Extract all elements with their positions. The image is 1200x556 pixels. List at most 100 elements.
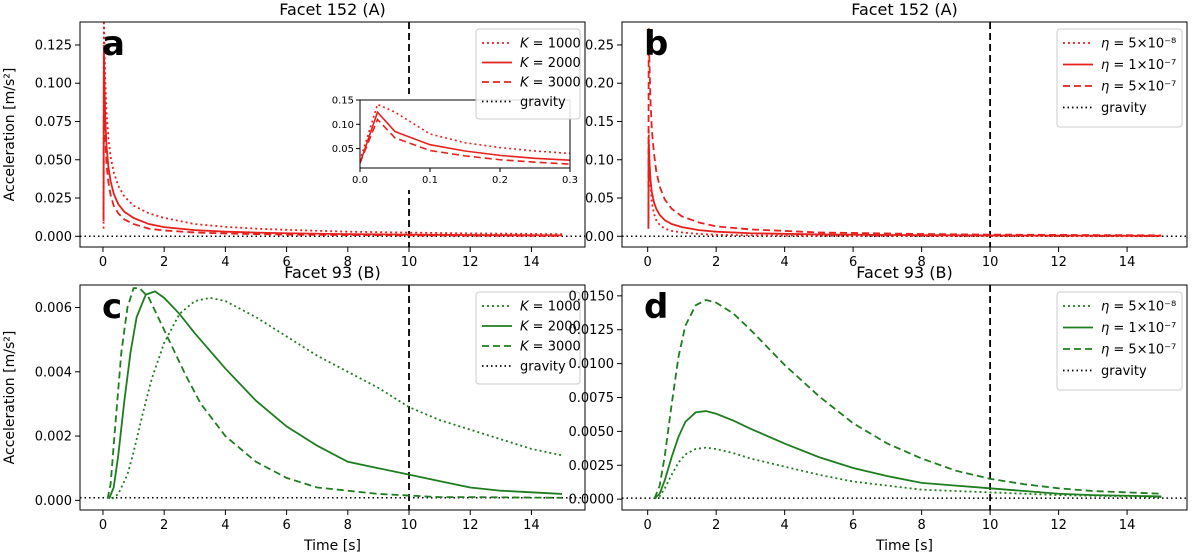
legend-value: gravity <box>1101 101 1147 116</box>
x-tick-label: 14 <box>523 518 540 533</box>
x-tick-label: 8 <box>344 518 352 533</box>
x-tick-label: 6 <box>282 255 290 270</box>
legend-entry-label: η = 1×10⁻⁷ <box>1101 58 1176 73</box>
series-line-solid <box>653 410 1162 500</box>
x-axis-label: Time [s] <box>875 538 933 554</box>
series-line-solid <box>108 290 563 500</box>
y-axis-label: Acceleration [m/s²] <box>2 331 18 465</box>
y-tick-label: 0.100 <box>35 77 72 92</box>
legend-box <box>475 291 581 385</box>
legend-value: = 1×10⁻⁷ <box>1109 58 1176 73</box>
y-axis-label: Acceleration [m/s²] <box>2 68 18 202</box>
legend-value: = 3000 <box>529 340 581 355</box>
legend-symbol: η <box>1101 37 1109 52</box>
plot-area <box>80 285 585 510</box>
series-line-dotted <box>102 22 563 236</box>
panel-b: 0 2 4 6 8 10 12 14 0.00 0.05 0.10 0.15 0.20 0.25 Facet… <box>585 0 1188 270</box>
legend-value: = 2000 <box>529 56 581 71</box>
legend-value: = 1×10⁻⁷ <box>1109 321 1176 336</box>
series-line-dashed <box>106 287 563 499</box>
legend-value: gravity <box>520 360 566 375</box>
axes-frame <box>621 21 1188 248</box>
x-tick-label: 12 <box>1050 255 1067 270</box>
legend-value: = 3000 <box>529 76 581 91</box>
x-tick-label: 0 <box>644 518 652 533</box>
y-tick-label: 0.0025 <box>569 459 615 474</box>
inset-y-tick-label: 0.15 <box>332 96 354 107</box>
x-tick-label: 2 <box>712 255 720 270</box>
series-line-dotted <box>111 296 563 500</box>
panel-d: 0 2 4 6 8 10 12 14 0.0000 0.0025 0.0050 0.0075 0.010… <box>569 263 1188 554</box>
legend-box <box>475 28 581 120</box>
x-tick-label: 0 <box>99 255 107 270</box>
legend-entry-label: K = 1000 <box>520 37 581 52</box>
legend-entry-label: η = 5×10⁻⁸ <box>1101 300 1176 315</box>
x-tick-label: 2 <box>160 255 168 270</box>
legend-symbol: η <box>1101 80 1109 95</box>
series-line-dashed <box>653 298 1162 499</box>
axes-frame <box>79 21 586 248</box>
legend-box <box>1056 28 1183 128</box>
legend-entry-label: gravity <box>520 95 566 110</box>
x-tick-label: 4 <box>781 518 789 533</box>
axes-frame <box>79 284 586 511</box>
x-tick-label: 6 <box>849 518 857 533</box>
panel-label: b <box>644 24 668 64</box>
series-line-dotted <box>647 129 1162 238</box>
panel-title: Facet 93 (B) <box>856 263 952 282</box>
x-tick-label: 2 <box>712 518 720 533</box>
y-tick-label: 0.10 <box>585 153 614 168</box>
x-tick-label: 10 <box>401 518 418 533</box>
legend-symbol: K <box>520 340 530 355</box>
x-tick-label: 12 <box>462 255 479 270</box>
y-tick-label: 0.0050 <box>569 425 615 440</box>
y-tick-label: 0.0125 <box>569 323 615 338</box>
x-tick-label: 4 <box>221 518 229 533</box>
inset-series-line-dotted <box>360 103 570 161</box>
inset-series-line-dashed <box>360 117 570 165</box>
y-tick-label: 0.004 <box>35 365 72 380</box>
panel-title: Facet 152 (A) <box>851 0 958 19</box>
x-tick-label: 12 <box>462 518 479 533</box>
x-tick-label: 12 <box>1050 518 1067 533</box>
x-tick-label: 2 <box>160 518 168 533</box>
legend-symbol: K <box>520 320 530 335</box>
panel-title: Facet 152 (A) <box>279 0 386 19</box>
inset-x-tick-label: 0.0 <box>352 175 368 186</box>
inset-y-tick-label: 0.05 <box>332 144 354 155</box>
y-tick-label: 0.000 <box>35 230 72 245</box>
legend-entry-label: η = 5×10⁻⁷ <box>1101 80 1176 95</box>
y-tick-label: 0.075 <box>35 115 72 130</box>
x-tick-label: 4 <box>221 255 229 270</box>
y-tick-label: 0.0100 <box>569 357 615 372</box>
y-tick-label: 0.05 <box>585 192 614 207</box>
legend-entry-label: η = 1×10⁻⁷ <box>1101 321 1176 336</box>
y-tick-label: 0.0000 <box>569 493 615 508</box>
legend-value: gravity <box>520 95 566 110</box>
x-tick-label: 4 <box>781 255 789 270</box>
x-axis-label: Time [s] <box>303 538 361 554</box>
x-tick-label: 10 <box>401 255 418 270</box>
x-tick-label: 10 <box>982 255 999 270</box>
x-tick-label: 14 <box>1119 518 1136 533</box>
legend-value: = 5×10⁻⁷ <box>1109 80 1176 95</box>
x-tick-label: 10 <box>982 518 999 533</box>
legend-entry-label: K = 3000 <box>520 340 581 355</box>
legend-value: = 5×10⁻⁸ <box>1109 300 1176 315</box>
panel-label: c <box>102 287 122 327</box>
x-tick-label: 0 <box>644 255 652 270</box>
legend-symbol: η <box>1101 58 1109 73</box>
x-tick-label: 6 <box>282 518 290 533</box>
series-line-dashed <box>102 67 563 237</box>
panel-label: d <box>644 287 668 327</box>
y-tick-label: 0.006 <box>35 301 72 316</box>
legend-value: = 5×10⁻⁸ <box>1109 37 1176 52</box>
panel-c: 0 2 4 6 8 10 12 14 0.000 0.002 0.004 0.006 Facet 93 … <box>2 263 586 554</box>
legend-symbol: η <box>1101 300 1109 315</box>
legend-symbol: η <box>1101 343 1109 358</box>
x-tick-label: 8 <box>344 255 352 270</box>
legend-box <box>1056 291 1183 391</box>
